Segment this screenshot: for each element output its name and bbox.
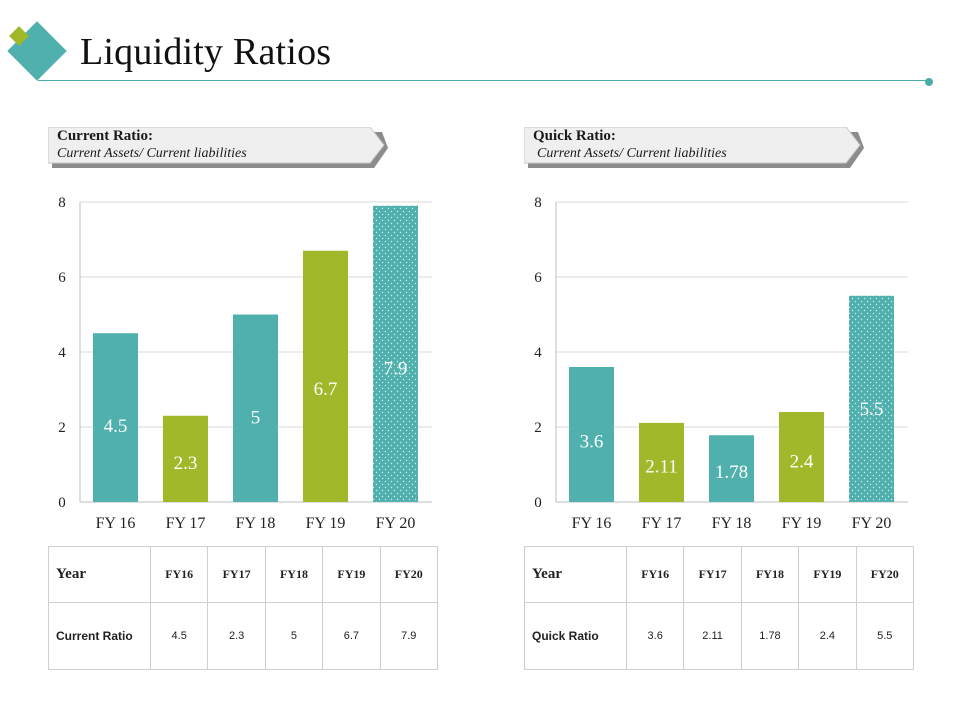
bar-fy20 <box>849 295 894 502</box>
y-tick-label: 0 <box>534 495 542 511</box>
x-tick-label: FY 16 <box>572 515 612 532</box>
table-header-cell: FY16 <box>149 546 209 603</box>
table-header-cell: FY17 <box>683 546 742 603</box>
table-row-label: Current Ratio <box>48 602 151 670</box>
y-tick-label: 8 <box>534 195 542 211</box>
bar-fy19 <box>779 412 824 502</box>
quick-ratio-chart: 0 2 4 6 8 3.6 FY 16 2.11 FY 17 1.78 FY 18 2.4 FY 19 5… <box>476 180 936 555</box>
data-label: 7.9 <box>384 359 408 380</box>
table-header-cell: FY19 <box>322 546 381 603</box>
data-label: 2.4 <box>790 452 814 473</box>
table-header-cell: FY19 <box>798 546 857 603</box>
table-header-label: Year <box>524 546 627 603</box>
table-cell: 3.6 <box>625 602 685 670</box>
table-header-cell: FY16 <box>625 546 685 603</box>
y-tick-label: 0 <box>58 495 66 511</box>
table-cell: 2.3 <box>207 602 266 670</box>
y-tick-label: 6 <box>534 270 542 286</box>
table-cell: 4.5 <box>149 602 209 670</box>
x-tick-label: FY 20 <box>852 515 892 532</box>
diamond-logo-icon <box>7 21 67 81</box>
table-header-cell: FY20 <box>379 546 439 603</box>
table-row: Current Ratio 4.5 2.3 5 6.7 7.9 <box>48 602 439 670</box>
banner-subtitle: Current Assets/ Current liabilities <box>537 146 727 161</box>
current-ratio-banner: Current Ratio: Current Assets/ Current l… <box>48 127 388 169</box>
data-label: 2.3 <box>174 453 198 474</box>
title-divider <box>38 80 928 81</box>
table-cell: 2.4 <box>798 602 857 670</box>
y-tick-label: 2 <box>534 420 542 436</box>
y-tick-label: 2 <box>58 420 66 436</box>
banner-title: Quick Ratio: <box>533 128 616 144</box>
bar-fy16 <box>569 367 614 502</box>
bar-fy17 <box>639 422 684 502</box>
data-label: 1.78 <box>715 462 748 483</box>
x-tick-label: FY 18 <box>236 515 276 532</box>
table-header-cell: FY20 <box>855 546 915 603</box>
x-tick-label: FY 16 <box>96 515 136 532</box>
banner-subtitle: Current Assets/ Current liabilities <box>57 146 247 161</box>
quick-ratio-banner: Quick Ratio: Current Assets/ Current lia… <box>524 127 864 169</box>
x-tick-label: FY 18 <box>712 515 752 532</box>
table-row: Quick Ratio 3.6 2.11 1.78 2.4 5.5 <box>524 602 915 670</box>
table-cell: 7.9 <box>379 602 439 670</box>
table-cell: 6.7 <box>322 602 381 670</box>
y-tick-label: 6 <box>58 270 66 286</box>
y-tick-label: 8 <box>58 195 66 211</box>
x-tick-label: FY 20 <box>376 515 416 532</box>
table-cell: 2.11 <box>683 602 742 670</box>
bar-fy20 <box>373 205 418 502</box>
quick-ratio-table: Year FY16 FY17 FY18 FY19 FY20 Quick Rati… <box>524 546 915 670</box>
current-ratio-chart: 0 2 4 6 8 4.5 FY 16 2.3 FY 17 5 FY 18 6.7 FY 19 7.9 FY… <box>0 180 460 555</box>
x-tick-label: FY 17 <box>642 515 682 532</box>
table-header-label: Year <box>48 546 151 603</box>
table-header-row: Year FY16 FY17 FY18 FY19 FY20 <box>524 546 915 603</box>
table-header-cell: FY18 <box>264 546 324 603</box>
table-row-label: Quick Ratio <box>524 602 627 670</box>
table-cell: 1.78 <box>740 602 800 670</box>
data-label: 3.6 <box>580 431 604 452</box>
x-tick-label: FY 17 <box>166 515 206 532</box>
data-label: 5 <box>251 408 261 429</box>
table-cell: 5.5 <box>855 602 915 670</box>
table-cell: 5 <box>264 602 324 670</box>
table-header-row: Year FY16 FY17 FY18 FY19 FY20 <box>48 546 439 603</box>
bar-fy17 <box>163 415 208 502</box>
data-label: 6.7 <box>314 379 338 400</box>
y-tick-label: 4 <box>534 345 542 361</box>
divider-end-dot <box>925 78 933 86</box>
banner-title: Current Ratio: <box>57 128 153 144</box>
x-tick-label: FY 19 <box>306 515 346 532</box>
data-label: 5.5 <box>860 399 884 420</box>
data-label: 2.11 <box>645 456 678 477</box>
page-title: Liquidity Ratios <box>80 31 332 73</box>
x-tick-label: FY 19 <box>782 515 822 532</box>
table-header-cell: FY18 <box>740 546 800 603</box>
bar-fy16 <box>93 333 138 502</box>
table-header-cell: FY17 <box>207 546 266 603</box>
current-ratio-table: Year FY16 FY17 FY18 FY19 FY20 Current Ra… <box>48 546 439 670</box>
bar-fy19 <box>303 250 348 502</box>
y-tick-label: 4 <box>58 345 66 361</box>
data-label: 4.5 <box>104 416 128 437</box>
bar-fy18 <box>709 435 754 502</box>
bar-fy18 <box>233 314 278 502</box>
